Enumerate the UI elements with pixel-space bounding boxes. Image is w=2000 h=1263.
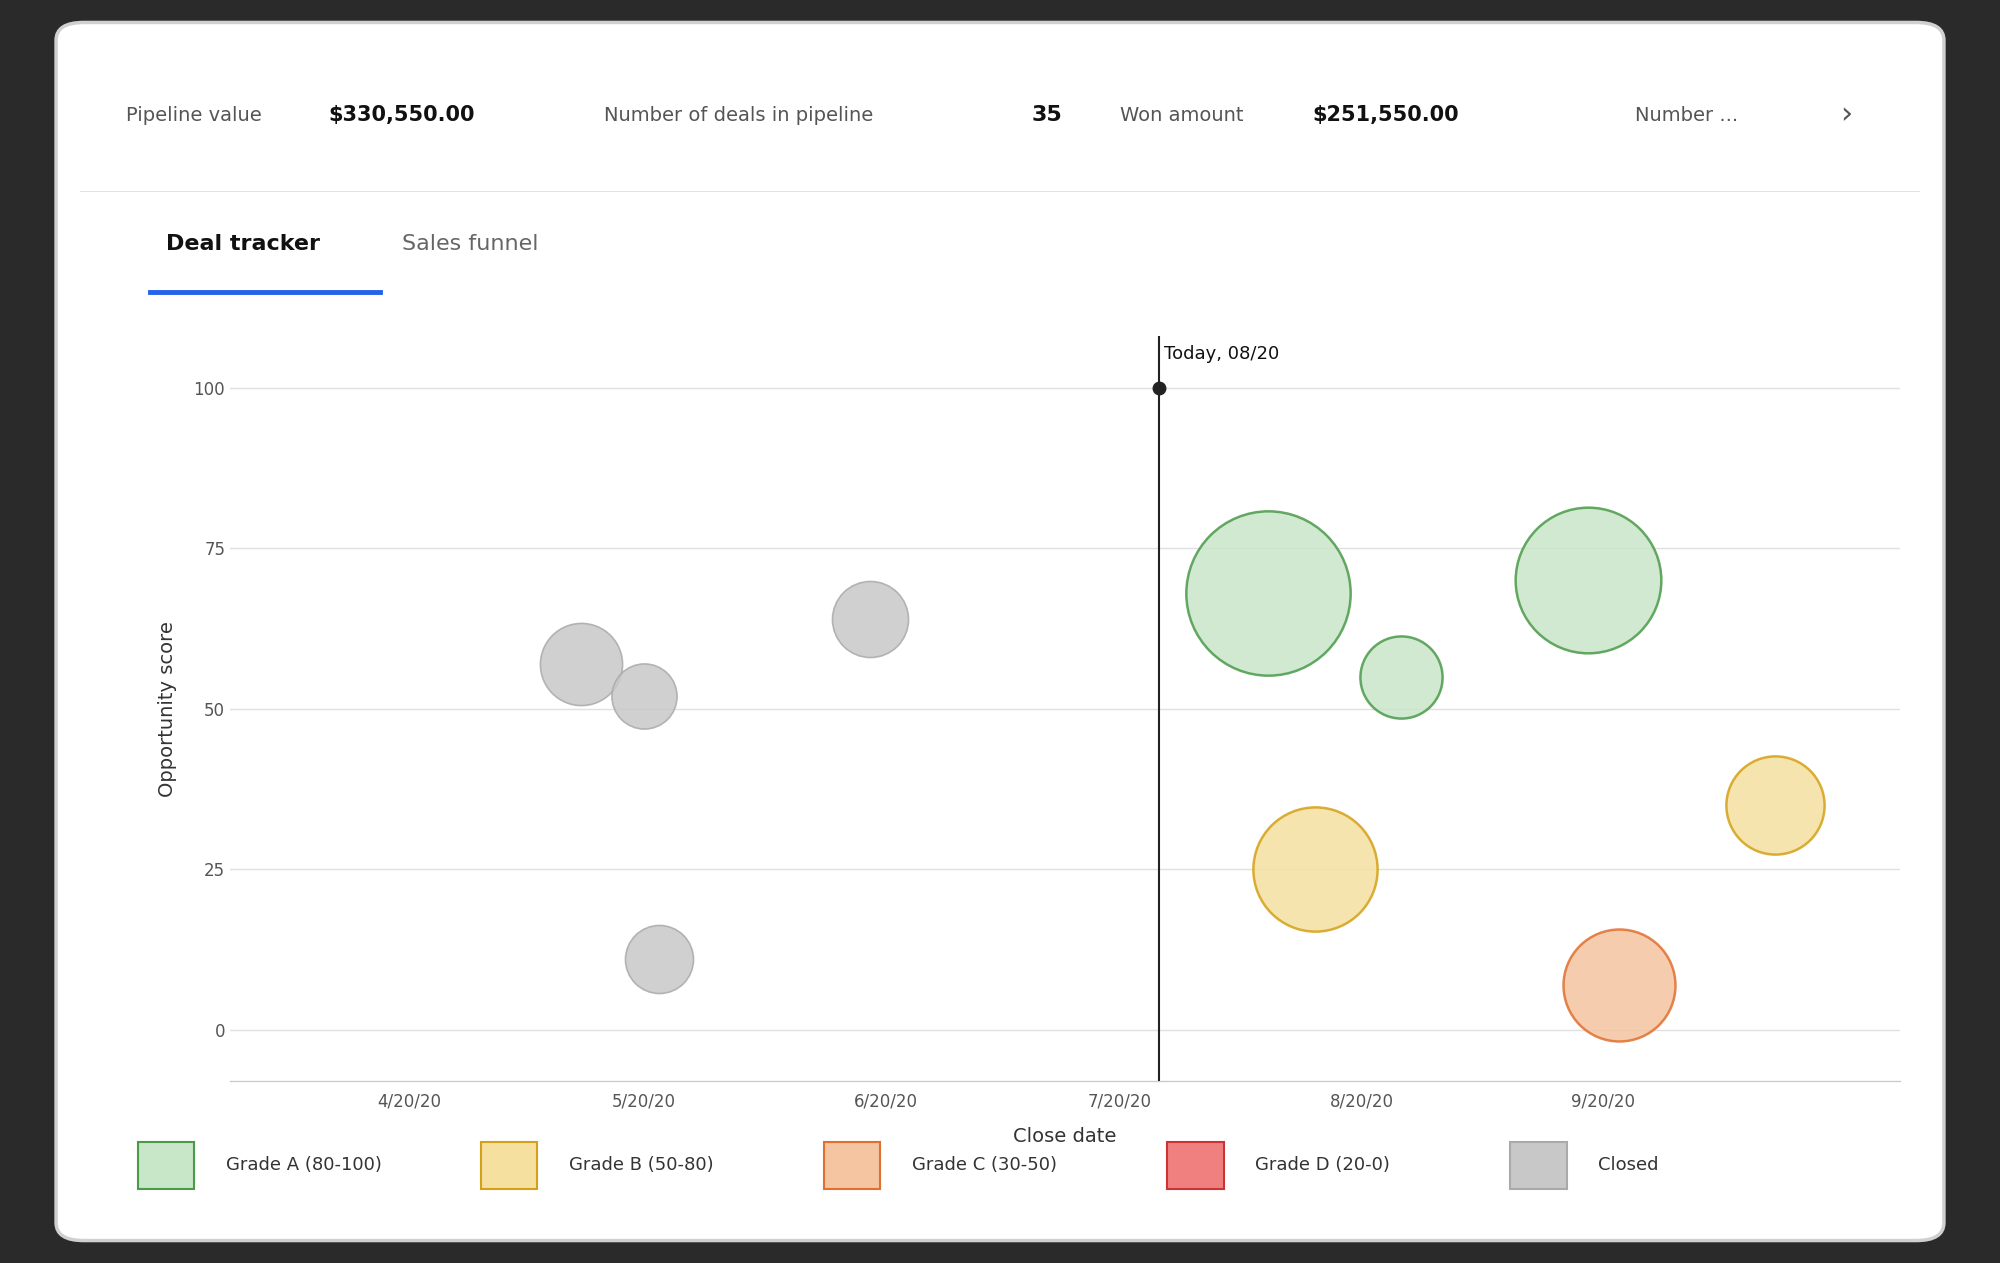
Text: Grade B (50-80): Grade B (50-80) — [568, 1157, 714, 1175]
Point — [644, 949, 676, 969]
Point — [628, 686, 660, 706]
Text: Won amount: Won amount — [1120, 106, 1244, 125]
Text: $330,550.00: $330,550.00 — [328, 105, 474, 125]
FancyBboxPatch shape — [480, 1142, 538, 1188]
Text: 35: 35 — [1032, 105, 1062, 125]
X-axis label: Close date: Close date — [1014, 1127, 1116, 1146]
Point — [1298, 859, 1330, 879]
Text: Grade C (30-50): Grade C (30-50) — [912, 1157, 1056, 1175]
FancyBboxPatch shape — [1168, 1142, 1224, 1188]
Point — [1760, 794, 1792, 815]
Text: Grade D (20-0): Grade D (20-0) — [1256, 1157, 1390, 1175]
Point — [566, 654, 598, 674]
Text: Number of deals in pipeline: Number of deals in pipeline — [604, 106, 874, 125]
Point — [1604, 975, 1636, 995]
Point — [854, 609, 886, 629]
FancyBboxPatch shape — [138, 1142, 194, 1188]
Text: ›: › — [1840, 101, 1852, 130]
FancyBboxPatch shape — [56, 23, 1944, 1240]
Text: Closed: Closed — [1598, 1157, 1658, 1175]
Y-axis label: Opportunity score: Opportunity score — [158, 620, 176, 797]
Point — [1252, 584, 1284, 604]
Text: Today, 08/20: Today, 08/20 — [1164, 345, 1280, 362]
Point — [1572, 570, 1604, 590]
Text: Deal tracker: Deal tracker — [166, 234, 320, 254]
Text: Pipeline value: Pipeline value — [126, 106, 262, 125]
Text: $251,550.00: $251,550.00 — [1312, 105, 1460, 125]
Text: Grade A (80-100): Grade A (80-100) — [226, 1157, 382, 1175]
Text: Sales funnel: Sales funnel — [402, 234, 538, 254]
Text: Number ...: Number ... — [1634, 106, 1738, 125]
FancyBboxPatch shape — [1510, 1142, 1566, 1188]
FancyBboxPatch shape — [824, 1142, 880, 1188]
Point — [1384, 667, 1416, 687]
